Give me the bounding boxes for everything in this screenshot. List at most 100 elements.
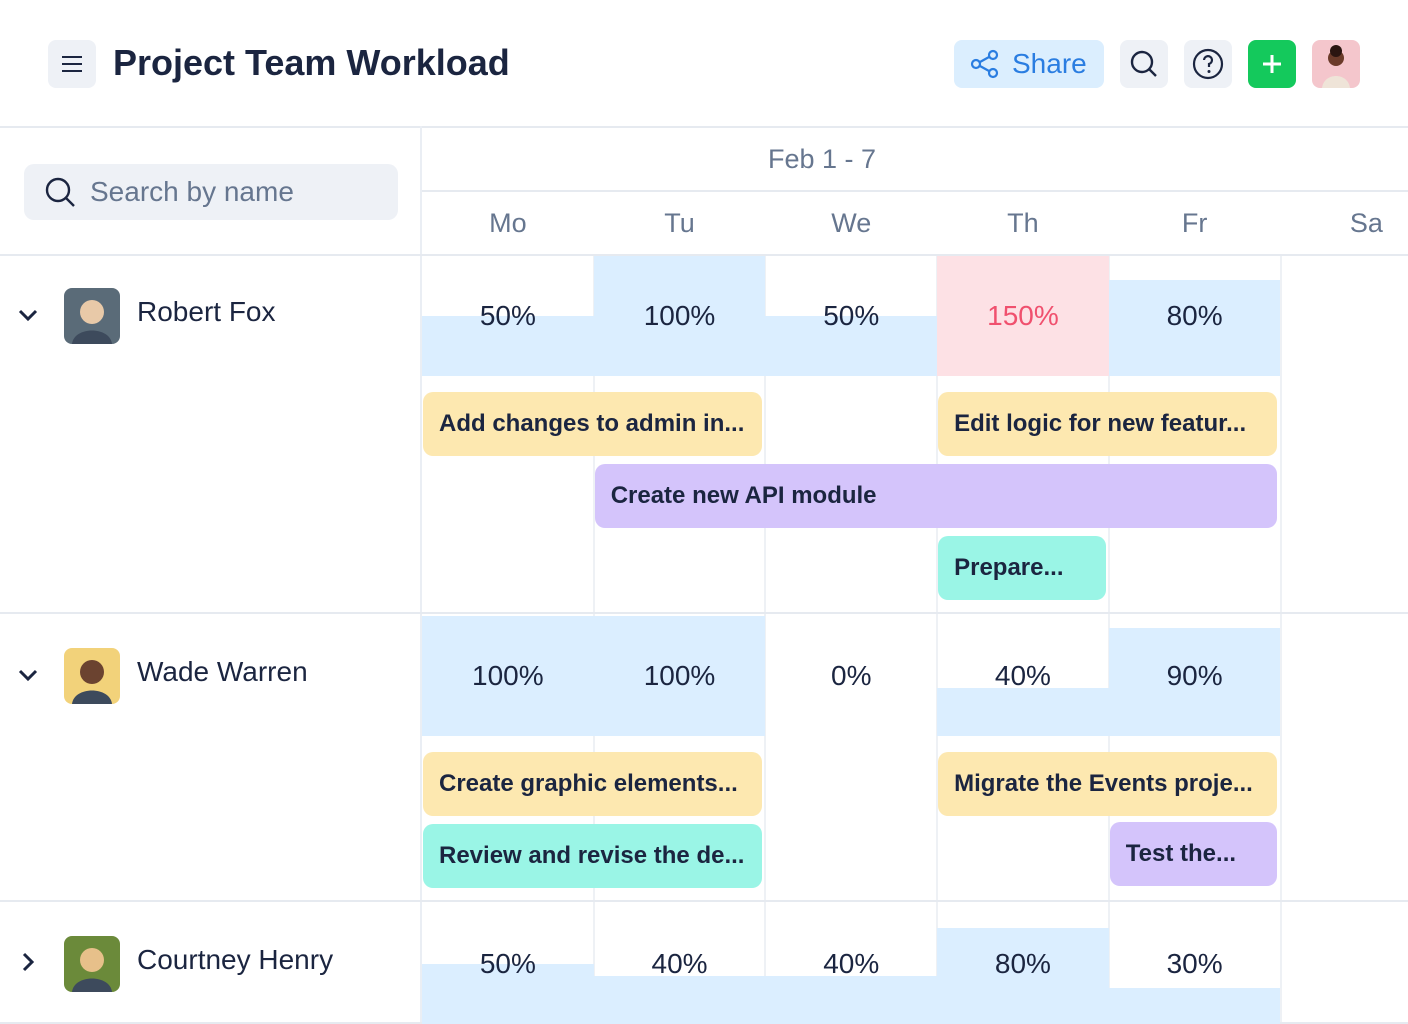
task-bar[interactable]: Review and revise the de...: [423, 824, 763, 888]
chevron-right: [22, 952, 35, 972]
workload-cell: 50%: [422, 256, 594, 376]
row-divider: [0, 612, 1408, 614]
task-bar[interactable]: Prepare...: [938, 536, 1106, 600]
workload-bar: [1108, 280, 1281, 376]
search-icon: [1130, 50, 1157, 77]
workload-cell: 150%: [937, 256, 1109, 376]
workload-label: 50%: [479, 948, 536, 979]
workload-bar: [1108, 628, 1281, 736]
task-bar[interactable]: Create new API module: [594, 464, 1278, 528]
divider: [0, 254, 1408, 256]
divider: [0, 126, 1408, 128]
share-label: Share: [1012, 48, 1087, 79]
user-avatar[interactable]: [1312, 40, 1360, 88]
workload-bar: [593, 616, 766, 736]
workload-label: 80%: [994, 948, 1051, 979]
workload-cell: 40%: [765, 904, 938, 1024]
workload-cell: 100%: [422, 616, 594, 736]
avatar: [64, 288, 120, 344]
expand-toggle[interactable]: [14, 300, 44, 330]
workload-cell: 40%: [593, 904, 766, 1024]
day-label: We: [831, 207, 872, 238]
search-button[interactable]: [1120, 40, 1168, 88]
workload-bar: [937, 688, 1109, 736]
workload-label: 50%: [479, 300, 536, 331]
column-line: [1279, 256, 1282, 1024]
workload-label: 40%: [651, 948, 708, 979]
person-name: Robert Fox: [137, 296, 276, 327]
workload-bar: [593, 256, 766, 376]
add-button[interactable]: [1248, 40, 1296, 88]
task-bar[interactable]: Edit logic for new featur...: [938, 392, 1278, 456]
workload-bar: [422, 316, 594, 376]
person-name: Courtney Henry: [137, 944, 334, 975]
workload-bar: [937, 256, 1109, 376]
workload-label: 40%: [823, 948, 880, 979]
workload-label: 150%: [987, 300, 1059, 331]
week-label: Feb 1 - 7: [767, 143, 877, 174]
workload-label: 80%: [1166, 300, 1223, 331]
share-icon: [970, 49, 999, 79]
workload-cell: 50%: [422, 904, 594, 1024]
search-input[interactable]: Search by name: [24, 164, 398, 220]
avatar: [64, 936, 120, 992]
workload-cell: 80%: [1108, 256, 1281, 376]
avatar: [64, 648, 120, 704]
workload-bar: [593, 976, 766, 1024]
day-label: Tu: [664, 207, 695, 238]
workload-label: 0%: [831, 660, 872, 691]
day-label: Sa: [1349, 207, 1383, 238]
help-icon: [1192, 48, 1224, 80]
workload-label: 40%: [994, 660, 1051, 691]
workload-label: 100%: [643, 660, 716, 691]
workload-cell: 100%: [593, 256, 766, 376]
workload-bar: [1108, 988, 1281, 1024]
task-bar[interactable]: Create graphic elements...: [423, 752, 763, 816]
share-button[interactable]: Share: [954, 40, 1104, 88]
search-placeholder: Search by name: [90, 176, 294, 207]
column-line: [764, 256, 767, 1024]
workload-cell: 0%: [765, 616, 937, 736]
title: Project Team Workload: [113, 42, 510, 83]
chevron-down: [18, 669, 38, 682]
workload-label: 100%: [472, 660, 544, 691]
avatar-image: [72, 300, 112, 344]
workload-bar: [937, 928, 1109, 1024]
expand-toggle[interactable]: [14, 948, 44, 978]
workload-cell: 90%: [1108, 616, 1281, 736]
task-bar[interactable]: Test the...: [1109, 822, 1278, 886]
workload-label: 50%: [823, 300, 880, 331]
menu-button[interactable]: [48, 40, 96, 88]
help-button[interactable]: [1184, 40, 1232, 88]
add-icon: [1263, 55, 1281, 73]
task-bar[interactable]: Add changes to admin in...: [423, 392, 763, 456]
menu-icon: [62, 56, 82, 72]
task-bar[interactable]: Migrate the Events proje...: [938, 752, 1278, 816]
workload-cell: 100%: [593, 616, 766, 736]
day-label: Fr: [1181, 207, 1208, 238]
workload-bar: [765, 316, 938, 376]
row-divider: [0, 900, 1408, 902]
search-icon: [45, 177, 75, 207]
divider: [422, 190, 1408, 192]
day-label: Th: [1007, 207, 1039, 238]
workload-label: 100%: [643, 300, 716, 331]
workload-cell: 80%: [937, 904, 1109, 1024]
workload-cell: 40%: [937, 616, 1109, 736]
avatar-image: [1322, 45, 1350, 88]
workload-label: 30%: [1166, 948, 1223, 979]
column-line: [936, 256, 939, 1024]
avatar-image: [72, 660, 112, 704]
day-label: Mo: [489, 207, 527, 238]
avatar-image: [72, 948, 112, 992]
workload-bar: [422, 964, 594, 1024]
workload-cell: 30%: [1108, 904, 1281, 1024]
chevron-down: [18, 309, 38, 322]
workload-bar: [422, 616, 594, 736]
workload-bar: [765, 976, 938, 1024]
divider: [420, 126, 422, 1024]
workload-label: 90%: [1166, 660, 1223, 691]
person-name: Wade Warren: [137, 656, 308, 687]
expand-toggle[interactable]: [14, 660, 44, 690]
